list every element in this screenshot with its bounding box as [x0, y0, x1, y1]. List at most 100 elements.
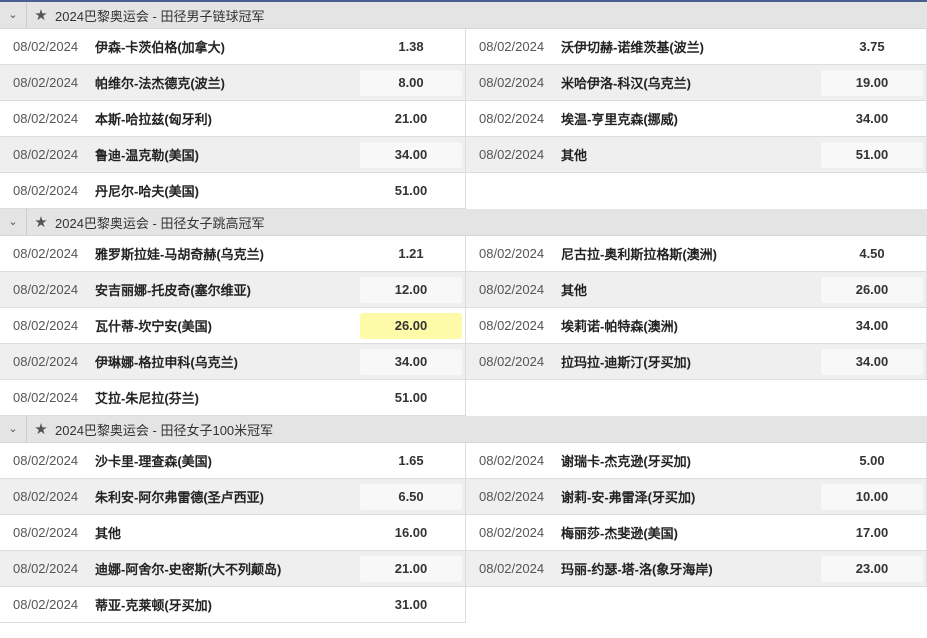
- odds-button[interactable]: 31.00: [394, 596, 428, 612]
- selection-date: 08/02/2024: [13, 147, 79, 162]
- selection-date: 08/02/2024: [479, 39, 545, 54]
- selection-grid: 08/02/2024 雅罗斯拉娃-马胡奇赫(乌克兰) 1.21 08/02/2024 尼…: [0, 236, 927, 416]
- selection-row: 08/02/2024 朱利安-阿尔弗雷德(圣卢西亚) 6.50: [0, 479, 466, 515]
- section-title: 2024巴黎奥运会 - 田径女子100米冠军: [55, 422, 274, 438]
- selection-grid: 08/02/2024 沙卡里-理查森(美国) 1.65 08/02/2024 谢瑞卡-杰…: [0, 443, 927, 623]
- selection-grid: 08/02/2024 伊森-卡茨伯格(加拿大) 1.38 08/02/2024 沃伊切赫…: [0, 29, 927, 209]
- selection-row: 08/02/2024 雅罗斯拉娃-马胡奇赫(乌克兰) 1.21: [0, 236, 466, 272]
- selection-row: 08/02/2024 拉玛拉-迪斯汀(牙买加) 34.00: [466, 344, 927, 380]
- odds-button[interactable]: 34.00: [360, 141, 462, 168]
- selection-date: 08/02/2024: [13, 489, 79, 504]
- selection-row: 08/02/2024 本斯-哈拉兹(匈牙利) 21.00: [0, 101, 466, 137]
- odds-button[interactable]: 34.00: [855, 110, 889, 126]
- selection-row: 08/02/2024 沃伊切赫-诺维茨基(波兰) 3.75: [466, 29, 927, 65]
- selection-name: 瓦什蒂-坎宁安(美国): [95, 319, 212, 334]
- selection-date: 08/02/2024: [479, 75, 545, 90]
- selection-name: 丹尼尔-哈夫(美国): [95, 184, 199, 199]
- selection-name: 其他: [95, 526, 122, 541]
- selection-name: 沃伊切赫-诺维茨基(波兰): [561, 40, 704, 55]
- selection-date: 08/02/2024: [13, 318, 79, 333]
- selection-row: 08/02/2024 米哈伊洛-科汉(乌克兰) 19.00: [466, 65, 927, 101]
- section-title: 2024巴黎奥运会 - 田径男子链球冠军: [55, 8, 265, 24]
- selection-name: 其他: [561, 148, 588, 163]
- selection-date: 08/02/2024: [479, 453, 545, 468]
- odds-button[interactable]: 12.00: [360, 276, 462, 303]
- odds-button[interactable]: 17.00: [855, 524, 889, 540]
- odds-button[interactable]: 8.00: [360, 69, 462, 96]
- selection-row: 08/02/2024 艾拉-朱尼拉(芬兰) 51.00: [0, 380, 466, 416]
- section-header[interactable]: ⌄ ★ 2024巴黎奥运会 - 田径女子跳高冠军: [0, 209, 927, 236]
- selection-row: 08/02/2024 安吉丽娜-托皮奇(塞尔维亚) 12.00: [0, 272, 466, 308]
- selection-name: 谢瑞卡-杰克逊(牙买加): [561, 454, 691, 469]
- odds-button[interactable]: 4.50: [859, 245, 885, 261]
- selection-date: 08/02/2024: [479, 525, 545, 540]
- odds-button[interactable]: 19.00: [821, 69, 923, 96]
- selection-row: 08/02/2024 其他 26.00: [466, 272, 927, 308]
- odds-button[interactable]: 51.00: [394, 389, 428, 405]
- selection-name: 米哈伊洛-科汉(乌克兰): [561, 76, 691, 91]
- odds-button[interactable]: 21.00: [360, 555, 462, 582]
- selection-date: 08/02/2024: [479, 561, 545, 576]
- selection-date: 08/02/2024: [13, 75, 79, 90]
- odds-button[interactable]: 34.00: [360, 348, 462, 375]
- selection-date: 08/02/2024: [13, 597, 79, 612]
- selection-date: 08/02/2024: [13, 282, 79, 297]
- odds-button[interactable]: 10.00: [821, 483, 923, 510]
- selection-date: 08/02/2024: [13, 39, 79, 54]
- selection-name: 帕维尔-法杰德克(波兰): [95, 76, 225, 91]
- selection-date: 08/02/2024: [13, 183, 79, 198]
- selection-name: 伊琳娜-格拉申科(乌克兰): [95, 355, 238, 370]
- selection-row: 08/02/2024 迪娜-阿舍尔-史密斯(大不列颠岛) 21.00: [0, 551, 466, 587]
- selection-date: 08/02/2024: [479, 282, 545, 297]
- odds-button[interactable]: 34.00: [821, 348, 923, 375]
- star-icon[interactable]: ★: [34, 7, 48, 24]
- selection-name: 伊森-卡茨伯格(加拿大): [95, 40, 225, 55]
- odds-button[interactable]: 51.00: [394, 182, 428, 198]
- selection-date: 08/02/2024: [13, 390, 79, 405]
- chevron-down-icon[interactable]: ⌄: [0, 416, 27, 442]
- odds-button[interactable]: 26.00: [360, 312, 462, 339]
- selection-date: 08/02/2024: [479, 147, 545, 162]
- selection-row: 08/02/2024 玛丽-约瑟-塔-洛(象牙海岸) 23.00: [466, 551, 927, 587]
- selection-row: 08/02/2024 其他 16.00: [0, 515, 466, 551]
- selection-date: 08/02/2024: [479, 246, 545, 261]
- selection-name: 谢莉-安-弗雷泽(牙买加): [561, 490, 696, 505]
- section-header[interactable]: ⌄ ★ 2024巴黎奥运会 - 田径女子100米冠军: [0, 416, 927, 443]
- star-icon[interactable]: ★: [34, 214, 48, 231]
- selection-date: 08/02/2024: [479, 318, 545, 333]
- selection-date: 08/02/2024: [13, 525, 79, 540]
- chevron-down-icon[interactable]: ⌄: [0, 2, 27, 28]
- odds-button[interactable]: 23.00: [821, 555, 923, 582]
- selection-row: 08/02/2024 鲁迪-温克勒(美国) 34.00: [0, 137, 466, 173]
- selection-row: 08/02/2024 伊琳娜-格拉申科(乌克兰) 34.00: [0, 344, 466, 380]
- odds-button[interactable]: 26.00: [821, 276, 923, 303]
- odds-button[interactable]: 1.38: [398, 38, 424, 54]
- odds-button[interactable]: 3.75: [859, 38, 885, 54]
- selection-date: 08/02/2024: [479, 111, 545, 126]
- odds-button[interactable]: 16.00: [394, 524, 428, 540]
- selection-name: 本斯-哈拉兹(匈牙利): [95, 112, 212, 127]
- selection-date: 08/02/2024: [13, 354, 79, 369]
- odds-button[interactable]: 6.50: [360, 483, 462, 510]
- odds-button[interactable]: 1.21: [398, 245, 424, 261]
- star-icon[interactable]: ★: [34, 421, 48, 438]
- odds-button[interactable]: 34.00: [855, 317, 889, 333]
- odds-button[interactable]: 1.65: [398, 452, 424, 468]
- selection-row: 08/02/2024 瓦什蒂-坎宁安(美国) 26.00: [0, 308, 466, 344]
- selection-row: 08/02/2024 沙卡里-理查森(美国) 1.65: [0, 443, 466, 479]
- odds-button[interactable]: 5.00: [859, 452, 885, 468]
- selection-name: 玛丽-约瑟-塔-洛(象牙海岸): [561, 562, 713, 577]
- selection-row: 08/02/2024 尼古拉-奥利斯拉格斯(澳洲) 4.50: [466, 236, 927, 272]
- odds-button[interactable]: 21.00: [394, 110, 428, 126]
- selection-name: 沙卡里-理查森(美国): [95, 454, 212, 469]
- selection-name: 雅罗斯拉娃-马胡奇赫(乌克兰): [95, 247, 264, 262]
- selection-row: 08/02/2024 谢瑞卡-杰克逊(牙买加) 5.00: [466, 443, 927, 479]
- chevron-down-icon[interactable]: ⌄: [0, 209, 27, 235]
- odds-button[interactable]: 51.00: [821, 141, 923, 168]
- selection-row: 08/02/2024 埃莉诺-帕特森(澳洲) 34.00: [466, 308, 927, 344]
- selection-name: 拉玛拉-迪斯汀(牙买加): [561, 355, 691, 370]
- selection-name: 埃温-亨里克森(挪威): [561, 112, 678, 127]
- selection-row: 08/02/2024 梅丽莎-杰斐逊(美国) 17.00: [466, 515, 927, 551]
- selection-date: 08/02/2024: [13, 246, 79, 261]
- section-header[interactable]: ⌄ ★ 2024巴黎奥运会 - 田径男子链球冠军: [0, 2, 927, 29]
